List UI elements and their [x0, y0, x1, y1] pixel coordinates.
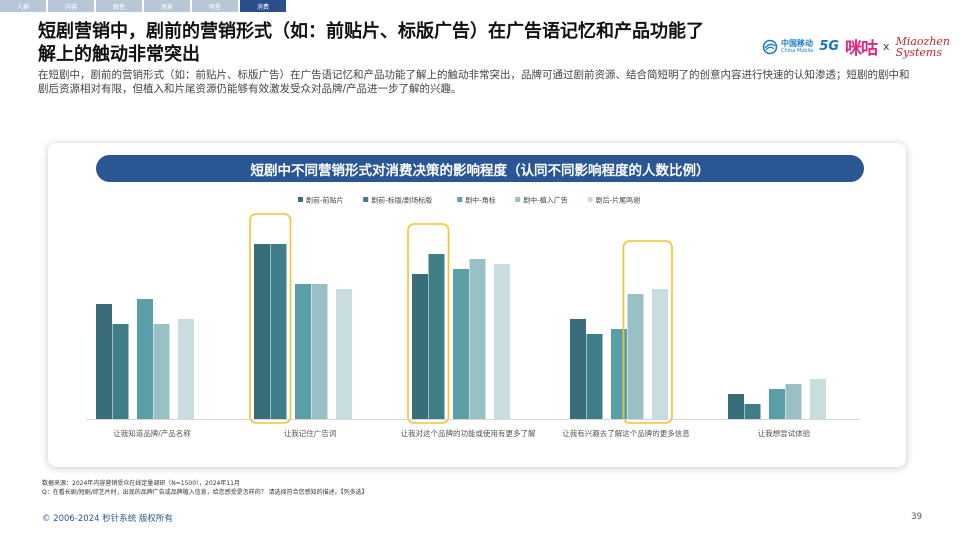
china-mobile-name-cn: 中国移动	[781, 39, 814, 48]
bar-4-4	[810, 379, 826, 419]
page-subtitle: 在短剧中，剧前的营销形式（如：前贴片、标版广告）在广告语记忆和产品功能了解上的触…	[38, 69, 910, 95]
bar-2-0	[412, 274, 428, 419]
bar-2-3	[469, 259, 486, 419]
bar-0-4	[178, 319, 194, 419]
legend-swatch-4	[587, 197, 593, 202]
chart-banner: 短剧中不同营销形式对消费决策的影响程度（认同不同影响程度的人数比例）	[96, 155, 864, 182]
top-nav: 人群 内容 触性 场景 明星 消费	[0, 0, 286, 12]
page-title: 短剧营销中，剧前的营销形式（如：前贴片、标版广告）在广告语记忆和产品功能了解上的…	[38, 21, 704, 65]
copyright-footer: © 2006-2024 秒针系统 版权所有	[42, 514, 173, 524]
logo-separator: x	[883, 40, 890, 53]
highlight-box-1	[249, 213, 292, 424]
nav-tab-touch[interactable]: 触性	[96, 0, 142, 12]
bar-2-1	[428, 254, 445, 419]
bar-0-2	[137, 299, 153, 419]
5g-logo: 5G	[819, 39, 840, 54]
bar-1-2	[295, 284, 311, 419]
bar-4-0	[728, 394, 744, 419]
bar-3-0	[570, 319, 586, 419]
china-mobile-icon	[762, 39, 778, 54]
legend-swatch-3	[515, 197, 521, 202]
bar-3-3	[627, 294, 644, 419]
china-mobile-name-en: China Mobile	[781, 48, 814, 54]
china-mobile-logo: 中国移动 China Mobile	[762, 39, 813, 55]
miaozhen-logo-line2: Systems	[895, 45, 942, 59]
legend-label-1: 剧前-标版/剧场标版	[371, 196, 432, 205]
nav-tab-consumption[interactable]: 消费	[240, 0, 286, 12]
legend-label-3: 剧中-植入广告	[523, 196, 568, 205]
category-label-2: 让我对这个品牌的功能或使用有更多了解	[401, 428, 536, 438]
highlight-box-3	[622, 240, 673, 424]
bar-3-2	[611, 329, 627, 419]
legend-swatch-0	[298, 197, 303, 202]
bar-4-3	[785, 384, 802, 419]
bar-2-4	[494, 264, 510, 419]
partner-logos: 中国移动 China Mobile 5G 咪咕 x Miaozhen Syste…	[762, 34, 950, 59]
bar-1-1	[270, 244, 287, 419]
bar-0-3	[153, 324, 170, 419]
miaozhen-logo-line1: Miaozhen	[895, 34, 950, 48]
highlight-box-2	[407, 223, 450, 424]
bar-1-4	[336, 289, 352, 419]
bar-0-1	[112, 324, 129, 419]
legend-label-2: 剧中-角标	[465, 196, 496, 205]
legend-swatch-2	[457, 197, 463, 202]
bar-0-0	[96, 304, 112, 419]
legend-swatch-1	[363, 197, 369, 202]
source-line-1: 数据来源：2024年内容营销受众在线定量调研（N=1500），2024年11月	[42, 480, 240, 487]
category-label-3: 让我有兴趣去了解这个品牌的更多信息	[562, 428, 690, 438]
category-label-1: 让我记住广告词	[284, 428, 337, 438]
source-line-2: Q：在看长剧/短剧/综艺片时，出现的品牌广告或品牌植入信息，给您感受是怎样的？ …	[42, 489, 368, 496]
page-number: 39	[911, 512, 922, 522]
nav-tab-star[interactable]: 明星	[192, 0, 238, 12]
miaozhen-logo: Miaozhen Systems	[896, 36, 950, 58]
legend-label-4: 剧后-片尾鸣谢	[596, 196, 641, 205]
category-label-4: 让我想尝试体验	[758, 428, 811, 438]
bar-4-2	[769, 389, 785, 419]
bar-1-3	[311, 284, 328, 419]
nav-tab-crowd[interactable]: 人群	[0, 0, 46, 12]
bar-2-2	[453, 269, 469, 419]
category-label-0: 让我知道品牌/产品名称	[113, 428, 191, 438]
bar-4-1	[744, 404, 761, 419]
bar-chart: 剧前-前贴片 剧前-标版/剧场标版 剧中-角标 剧中-植入广告 剧后-片尾鸣谢让我知道品…	[86, 196, 860, 438]
migu-logo: 咪咕	[845, 39, 878, 59]
source-note: 数据来源：2024年内容营销受众在线定量调研（N=1500），2024年11月 …	[42, 479, 368, 497]
legend-label-0: 剧前-前贴片	[306, 196, 344, 205]
nav-tab-scene[interactable]: 场景	[144, 0, 190, 12]
bar-1-0	[254, 244, 270, 419]
bar-3-1	[586, 334, 603, 419]
nav-tab-content[interactable]: 内容	[48, 0, 94, 12]
bar-3-4	[652, 289, 668, 419]
